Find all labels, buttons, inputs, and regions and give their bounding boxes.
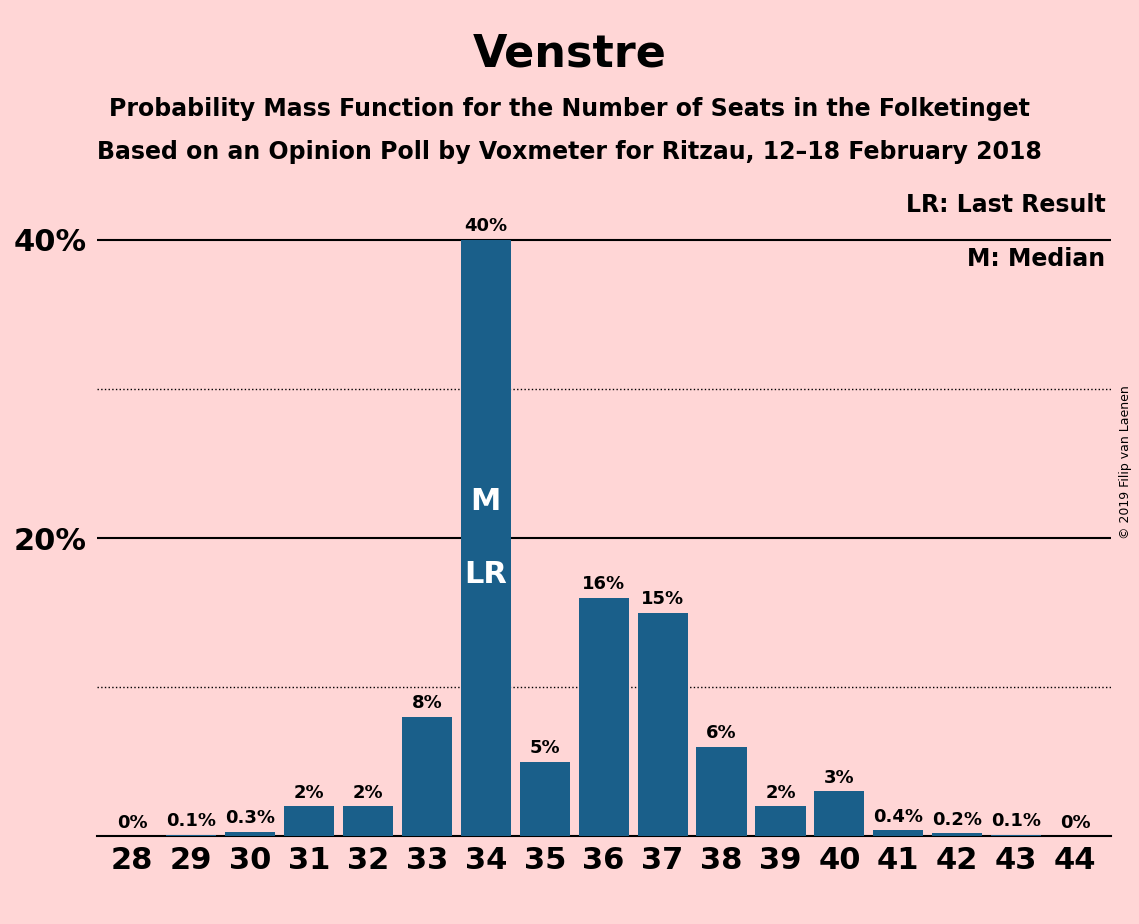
Text: 0.2%: 0.2% [933, 810, 982, 829]
Bar [814, 792, 865, 836]
Text: 2%: 2% [294, 784, 325, 802]
Bar [284, 807, 334, 836]
Text: 0.1%: 0.1% [991, 812, 1041, 831]
Text: LR: LR [465, 560, 507, 590]
Bar [402, 717, 452, 836]
Text: LR: Last Result: LR: Last Result [906, 193, 1106, 217]
Bar [638, 613, 688, 836]
Bar [226, 832, 276, 836]
Bar [874, 831, 924, 836]
Text: 3%: 3% [825, 769, 854, 787]
Text: 0%: 0% [1060, 814, 1090, 832]
Text: 8%: 8% [411, 695, 442, 712]
Text: 40%: 40% [465, 217, 507, 236]
Text: 0.3%: 0.3% [226, 809, 274, 827]
Bar [696, 747, 746, 836]
Text: 16%: 16% [582, 575, 625, 593]
Bar [755, 807, 805, 836]
Text: 0%: 0% [117, 814, 147, 832]
Bar [461, 240, 511, 836]
Bar [991, 834, 1041, 836]
Text: 2%: 2% [353, 784, 383, 802]
Text: M: M [470, 487, 501, 516]
Bar [166, 834, 216, 836]
Text: Venstre: Venstre [473, 32, 666, 76]
Bar [579, 598, 629, 836]
Text: Based on an Opinion Poll by Voxmeter for Ritzau, 12–18 February 2018: Based on an Opinion Poll by Voxmeter for… [97, 140, 1042, 164]
Text: Probability Mass Function for the Number of Seats in the Folketinget: Probability Mass Function for the Number… [109, 97, 1030, 121]
Text: © 2019 Filip van Laenen: © 2019 Filip van Laenen [1118, 385, 1132, 539]
Text: 15%: 15% [641, 590, 685, 608]
Bar [932, 833, 982, 836]
Text: 6%: 6% [706, 724, 737, 742]
Bar [519, 761, 570, 836]
Text: 0.4%: 0.4% [874, 808, 924, 826]
Text: 2%: 2% [765, 784, 796, 802]
Text: 5%: 5% [530, 739, 560, 757]
Text: M: Median: M: Median [967, 248, 1106, 272]
Bar [343, 807, 393, 836]
Text: 0.1%: 0.1% [166, 812, 216, 831]
